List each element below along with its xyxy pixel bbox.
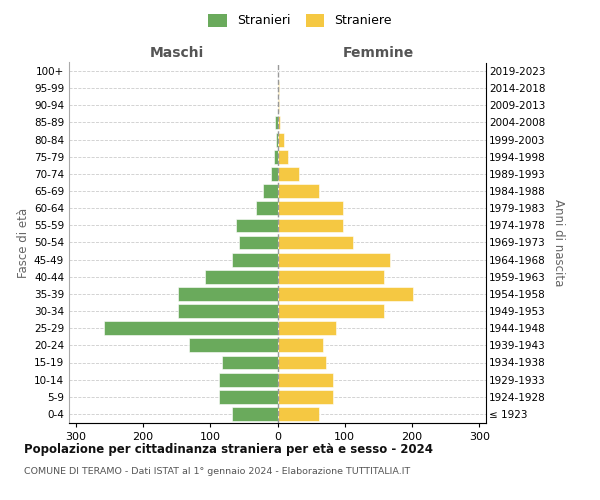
Bar <box>277 133 284 146</box>
Bar <box>277 356 326 370</box>
Bar <box>277 338 323 352</box>
Bar <box>232 253 277 266</box>
Bar <box>189 338 277 352</box>
Bar <box>277 322 336 335</box>
Bar <box>232 407 277 421</box>
Bar <box>277 98 279 112</box>
Legend: Stranieri, Straniere: Stranieri, Straniere <box>203 8 397 32</box>
Bar <box>277 116 280 130</box>
Bar <box>276 133 277 146</box>
Bar <box>277 373 332 386</box>
Bar <box>205 270 277 283</box>
Bar <box>263 184 277 198</box>
Bar <box>275 116 277 130</box>
Bar <box>277 218 343 232</box>
Y-axis label: Anni di nascita: Anni di nascita <box>553 199 565 286</box>
Text: Femmine: Femmine <box>343 46 414 60</box>
Bar <box>178 287 277 301</box>
Bar <box>277 287 413 301</box>
Bar <box>236 218 277 232</box>
Bar <box>274 150 277 164</box>
Bar <box>219 373 277 386</box>
Text: Popolazione per cittadinanza straniera per età e sesso - 2024: Popolazione per cittadinanza straniera p… <box>24 442 433 456</box>
Bar <box>223 356 277 370</box>
Bar <box>104 322 277 335</box>
Bar <box>277 407 319 421</box>
Bar <box>277 253 391 266</box>
Bar <box>239 236 277 250</box>
Bar <box>256 202 277 215</box>
Bar <box>271 167 277 181</box>
Bar <box>277 150 288 164</box>
Bar <box>277 202 343 215</box>
Bar <box>277 390 332 404</box>
Text: COMUNE DI TERAMO - Dati ISTAT al 1° gennaio 2024 - Elaborazione TUTTITALIA.IT: COMUNE DI TERAMO - Dati ISTAT al 1° genn… <box>24 468 410 476</box>
Bar <box>277 236 353 250</box>
Bar <box>219 390 277 404</box>
Bar <box>178 304 277 318</box>
Bar <box>277 270 384 283</box>
Text: Maschi: Maschi <box>149 46 204 60</box>
Bar <box>277 82 279 95</box>
Bar <box>277 304 384 318</box>
Y-axis label: Fasce di età: Fasce di età <box>17 208 30 278</box>
Bar <box>277 184 319 198</box>
Bar <box>277 167 299 181</box>
